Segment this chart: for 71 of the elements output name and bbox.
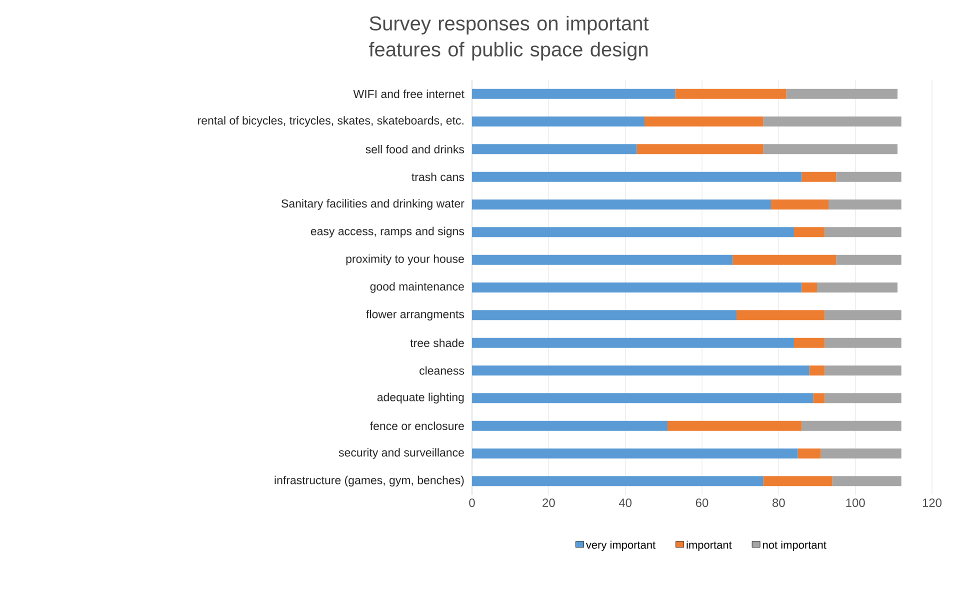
bar [472, 310, 737, 320]
bar [824, 227, 902, 238]
bar [472, 338, 794, 348]
bar [472, 200, 772, 210]
y-tick-label: easy access, ramps and signs [310, 226, 464, 238]
x-tick-label: 20 [542, 498, 555, 508]
x-tick-label: 80 [772, 498, 785, 508]
bar [798, 448, 821, 458]
bar [794, 227, 825, 238]
bar [824, 310, 902, 320]
bar [836, 172, 902, 182]
y-tick-label: tree shade [410, 338, 464, 348]
bar [824, 366, 902, 376]
bar [836, 254, 902, 265]
y-tick-label: WIFI and free internet [353, 90, 464, 98]
x-tick-label: 120 [922, 498, 942, 508]
bar [736, 310, 825, 320]
bar [813, 393, 825, 404]
bar [820, 448, 902, 458]
bar [732, 254, 836, 265]
y-tick-label: adequate lighting [377, 392, 464, 404]
bar [786, 88, 898, 99]
y-tick-label: trash cans [412, 172, 464, 182]
y-tick-label: good maintenance [370, 282, 464, 293]
bar [472, 254, 733, 265]
bar [824, 338, 902, 348]
bar [472, 420, 668, 431]
chart-title: Survey responses on important features of public space design [369, 16, 649, 60]
bar [636, 144, 764, 154]
bar [817, 282, 898, 292]
bar [771, 200, 829, 210]
x-tick-label: 0 [469, 498, 475, 508]
bar [472, 282, 802, 292]
bar [472, 366, 810, 376]
bar [472, 116, 645, 126]
bar [802, 420, 902, 431]
y-tick-label: fence or enclosure [370, 422, 464, 430]
bar [472, 172, 802, 182]
bar [802, 172, 836, 182]
y-tick-label: rental of bicycles, tricycles, skates, skateboards, etc. [198, 116, 464, 127]
bar [668, 420, 802, 431]
bar [472, 476, 764, 486]
y-tick-label: flower arrangments [366, 310, 464, 321]
bar [794, 338, 825, 348]
bar [675, 88, 786, 99]
bar [472, 448, 798, 458]
bar [472, 227, 794, 238]
y-tick-label: security and surveillance [338, 448, 464, 459]
bar [472, 144, 637, 154]
bar [472, 393, 814, 404]
bar [763, 476, 832, 486]
bar [802, 282, 818, 292]
y-tick-label: infrastructure (games, gym, benches) [274, 476, 464, 487]
x-tick-label: 40 [618, 498, 632, 508]
x-tick-label: 60 [696, 498, 708, 508]
x-tick-label: 100 [846, 498, 865, 508]
bar [472, 88, 676, 99]
legend-label: not important [763, 540, 826, 551]
legend-label: important [686, 540, 732, 551]
legend-label: very important [586, 540, 656, 551]
bar [763, 116, 902, 126]
y-tick-label: sell food and drinks [366, 144, 464, 154]
bar [809, 366, 825, 376]
bar [644, 116, 764, 126]
bar [824, 393, 902, 404]
y-tick-label: proximity to your house [346, 254, 464, 266]
y-tick-label: cleaness [420, 366, 464, 375]
y-tick-label: Sanitary facilities and drinking water [282, 199, 464, 210]
bar [763, 144, 898, 154]
bar [828, 200, 902, 210]
bar [832, 476, 902, 486]
